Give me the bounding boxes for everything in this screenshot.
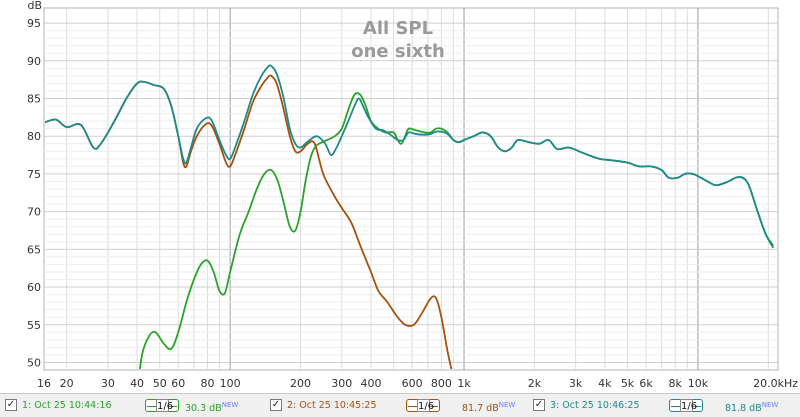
legend-name-3[interactable]: 3: Oct 25 10:46:25 bbox=[550, 400, 640, 411]
y-tick-label: 90 bbox=[27, 55, 41, 68]
y-tick-label: 65 bbox=[27, 243, 41, 256]
legend-level-3: 81.8 dBNEW bbox=[725, 401, 779, 415]
x-tick-label: 40 bbox=[130, 377, 144, 390]
chart-title-line-2: one sixth bbox=[351, 41, 445, 62]
series-group bbox=[45, 64, 775, 369]
legend-item-3: ✓ 3: Oct 25 10:46:25 1/6 81.8 dBNEW bbox=[533, 398, 795, 414]
smoothing-label-1: 1/6 bbox=[156, 399, 174, 412]
smoothing-button-2[interactable]: 1/6 bbox=[406, 399, 440, 412]
x-axis-ticks: 16 20 30 40 50 60 80 100 200 300 400 600 800 1k 2k 3k 4k… bbox=[37, 377, 709, 390]
series-line-3 bbox=[45, 64, 775, 249]
legend-item-1: ✓ 1: Oct 25 10:44:16 1/6 30.3 dBNEW bbox=[5, 398, 267, 414]
legend-checkbox-1[interactable]: ✓ bbox=[5, 399, 17, 411]
x-tick-label: 300 bbox=[331, 377, 352, 390]
y-tick-label: 95 bbox=[27, 17, 41, 30]
legend-name-2[interactable]: 2: Oct 25 10:45:25 bbox=[287, 400, 377, 411]
y-tick-label: 85 bbox=[27, 93, 41, 106]
x-tick-label: 8k bbox=[669, 377, 683, 390]
chart-title-line-1: All SPL bbox=[363, 18, 433, 39]
smoothing-button-3[interactable]: 1/6 bbox=[669, 399, 703, 412]
legend-level-1: 30.3 dBNEW bbox=[185, 401, 239, 415]
y-tick-label: 60 bbox=[27, 281, 41, 294]
x-tick-label: 60 bbox=[171, 377, 185, 390]
y-tick-label: 70 bbox=[27, 206, 41, 219]
x-tick-label: 10k bbox=[688, 377, 709, 390]
smoothing-label-3: 1/6 bbox=[680, 399, 698, 412]
legend-name-1[interactable]: 1: Oct 25 10:44:16 bbox=[22, 400, 112, 411]
x-tick-label: 20 bbox=[60, 377, 74, 390]
x-tick-label: 600 bbox=[402, 377, 423, 390]
x-tick-label: 80 bbox=[200, 377, 214, 390]
legend-checkbox-3[interactable]: ✓ bbox=[533, 399, 545, 411]
smoothing-button-1[interactable]: 1/6 bbox=[145, 399, 179, 412]
x-tick-label: 200 bbox=[290, 377, 311, 390]
legend-item-2: ✓ 2: Oct 25 10:45:25 1/6 81.7 dBNEW bbox=[270, 398, 532, 414]
x-tick-label: 5k bbox=[621, 377, 635, 390]
spl-chart: dB 50 55 60 65 70 75 80 85 90 95 16 20 30 40 50 60 80 10… bbox=[27, 0, 798, 390]
y-tick-label: 80 bbox=[27, 130, 41, 143]
y-axis-ticks: 50 55 60 65 70 75 80 85 90 95 bbox=[27, 17, 41, 369]
x-tick-label: 6k bbox=[639, 377, 653, 390]
y-tick-label: 50 bbox=[27, 356, 41, 369]
grid bbox=[44, 8, 778, 370]
legend-level-2: 81.7 dBNEW bbox=[462, 401, 516, 415]
x-tick-label: 800 bbox=[431, 377, 452, 390]
legend-bar: ✓ 1: Oct 25 10:44:16 1/6 30.3 dBNEW ✓ 2:… bbox=[0, 393, 800, 417]
x-tick-label: 30 bbox=[101, 377, 115, 390]
y-axis-unit-label: dB bbox=[27, 0, 42, 12]
x-tick-label: 16 bbox=[37, 377, 51, 390]
legend-checkbox-2[interactable]: ✓ bbox=[270, 399, 282, 411]
x-tick-label: 3k bbox=[569, 377, 583, 390]
smoothing-label-2: 1/6 bbox=[417, 399, 435, 412]
y-tick-label: 75 bbox=[27, 168, 41, 181]
x-tick-label: 50 bbox=[153, 377, 167, 390]
x-axis-end-label: 20.0kHz bbox=[753, 377, 798, 390]
x-tick-label: 1k bbox=[457, 377, 471, 390]
x-tick-label: 100 bbox=[220, 377, 241, 390]
x-tick-label: 2k bbox=[528, 377, 542, 390]
x-tick-label: 400 bbox=[360, 377, 381, 390]
x-tick-label: 4k bbox=[598, 377, 612, 390]
y-tick-label: 55 bbox=[27, 319, 41, 332]
